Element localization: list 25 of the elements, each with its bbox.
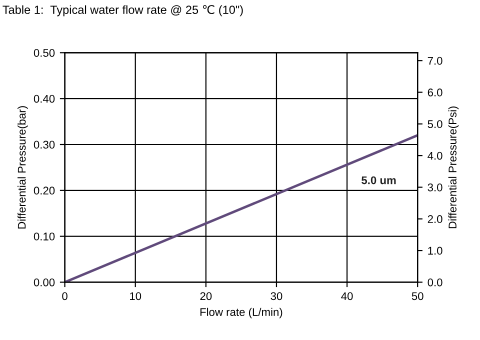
y2-tick-label: 2.0 [428,215,442,224]
annotation: 5.0 um [362,176,396,184]
y2-tick-label: 1.0 [428,246,442,255]
x-tick-label: 0 [62,292,68,300]
x-tick-label: 10 [130,292,142,300]
chart-title: Table 1: Typical water flow rate @ 25 ℃ (10") [2,5,243,16]
y2-tick-label: 0.0 [428,278,442,286]
y2-tick-label: 7.0 [428,56,442,65]
y2-tick-label: 5.0 [428,120,442,128]
y-axis-title: Differential Pressure(bar) [18,106,28,228]
y-tick-label: 0.20 [34,186,55,195]
y-tick-label: 0.10 [34,232,55,240]
y2-tick-label: 3.0 [428,184,442,192]
y2-tick-label: 6.0 [428,88,442,96]
y-tick-label: 0.00 [34,278,55,286]
x-tick-label: 40 [341,292,353,300]
y2-axis-title: Differential Pressure(Psi) [448,106,459,228]
x-axis-title: Flow rate (L/min) [200,308,282,318]
x-tick-label: 30 [270,292,282,300]
y-tick-label: 0.50 [34,48,55,57]
x-tick-label: 50 [412,292,424,300]
y2-tick-label: 4.0 [428,152,442,160]
y-tick-label: 0.30 [34,140,55,149]
y-tick-label: 0.40 [34,94,55,103]
x-tick-label: 20 [200,292,212,300]
